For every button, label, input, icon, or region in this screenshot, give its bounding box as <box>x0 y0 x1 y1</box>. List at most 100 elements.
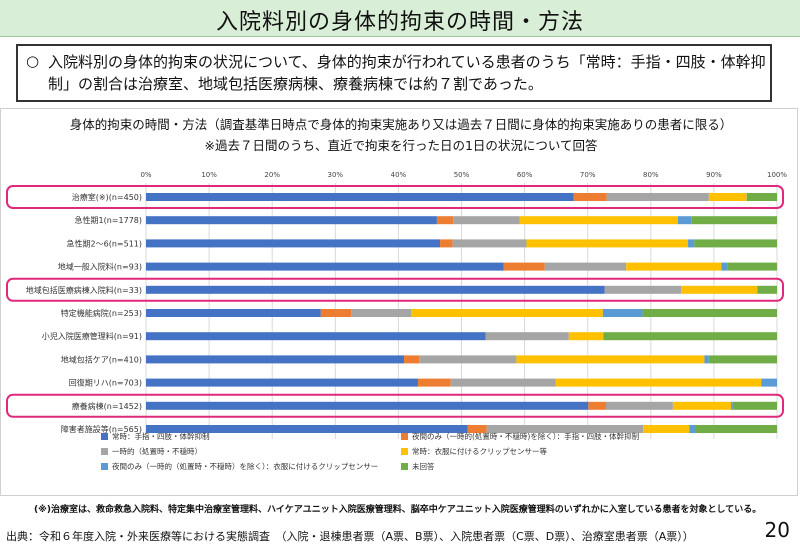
x-tick-label: 90% <box>706 171 722 179</box>
bar-segment <box>688 239 695 248</box>
bar-segment <box>146 355 405 364</box>
x-tick-label: 80% <box>643 171 659 179</box>
bar-segment <box>146 262 504 271</box>
category-label: 急性期1(n=1778) <box>75 215 142 225</box>
highlight-box <box>6 277 784 302</box>
bar-segment <box>450 378 556 387</box>
bar-segment <box>146 285 605 294</box>
summary-text: 入院料別の身体的拘束の状況について、身体的拘束が行われている患者のうち「常時：手… <box>48 53 766 93</box>
chart-title: 身体的拘束の時間・方法（調査基準日時点で身体的拘束実施あり又は過去７日間に身体的… <box>70 117 733 132</box>
x-tick-label: 20% <box>264 171 280 179</box>
category-label: 障害者施設等(n=565) <box>61 424 142 434</box>
legend-label: 一時的（処置時・不穏時） <box>112 446 202 456</box>
category-label: 小児入院医療管理料(n=91) <box>42 331 142 341</box>
bar-segment <box>146 216 437 225</box>
bar-segment <box>606 193 709 201</box>
stacked-bar-chart: 身体的拘束の時間・方法（調査基準日時点で身体的拘束実施あり又は過去７日間に身体的… <box>6 117 787 471</box>
highlight-box <box>6 185 784 209</box>
bar-segment <box>747 193 777 201</box>
bar-segment <box>411 309 603 317</box>
category-label: 地域包括ケア(n=410) <box>61 354 142 364</box>
bar-segment <box>708 355 777 364</box>
bar-segment <box>602 309 643 317</box>
category-label: 急性期2～6(n=511) <box>67 238 142 248</box>
bar-segment <box>746 193 748 201</box>
summary-bullet: ○ <box>26 52 40 70</box>
chart-subtitle: ※過去７日間のうち、直近で拘束を行った日の1日の状況について回答 <box>204 138 598 153</box>
legend-swatch <box>401 448 408 455</box>
bar-segment <box>568 332 604 341</box>
x-tick-label: 40% <box>391 171 407 179</box>
bar-segment <box>146 193 574 201</box>
bar-segment <box>626 262 722 271</box>
legend-swatch <box>101 463 108 470</box>
bar-segment <box>453 216 520 225</box>
bar-segment <box>404 355 420 364</box>
x-tick-label: 0% <box>140 171 151 179</box>
title-bar <box>0 0 800 37</box>
bar-segment <box>440 239 453 248</box>
bar-segment <box>603 332 777 341</box>
category-label: 地域一般入院料(n=93) <box>58 262 142 272</box>
bar-segment <box>485 332 569 341</box>
bar-segment <box>146 332 486 341</box>
bar-segment <box>452 239 527 248</box>
x-tick-label: 70% <box>580 171 596 179</box>
legend-label: 夜間のみ（一時的（処置時・不穏時）を除く）：衣服に付けるクリップセンサー <box>112 461 378 471</box>
bar-segment <box>681 285 758 294</box>
bar-segment <box>351 309 412 317</box>
bar-segment <box>320 309 352 317</box>
bar-segment <box>672 401 731 410</box>
bar-segment <box>519 216 678 225</box>
bar-segment <box>588 401 606 410</box>
bar-segment <box>730 401 733 410</box>
bar-segment <box>146 309 321 317</box>
legend-swatch <box>101 448 108 455</box>
bar-segment <box>146 378 418 387</box>
bar-segment <box>467 425 487 433</box>
legend-label: 未回答 <box>412 461 435 471</box>
bar-segment <box>732 401 777 410</box>
category-label: 地域包括医療病棟入院料(n=33) <box>26 285 142 295</box>
bar-segment <box>544 262 627 271</box>
summary-box: ○ 入院料別の身体的拘束の状況について、身体的拘束が行われている患者のうち「常時… <box>16 44 772 102</box>
bar-segment <box>555 378 762 387</box>
bar-segment <box>708 193 747 201</box>
bar-segment <box>146 401 589 410</box>
category-label: 回復期リハ(n=703) <box>69 378 142 388</box>
x-tick-label: 60% <box>517 171 533 179</box>
bar-segment <box>573 193 607 201</box>
bar-segment <box>694 425 777 433</box>
source-text: 出典：令和６年度入院・外来医療等における実態調査 （入院・退棟患者票（A票、B票… <box>6 530 694 543</box>
bar-segment <box>694 239 777 248</box>
legend-label: 常時：衣服に付けるクリップセンサー等 <box>412 446 547 456</box>
bar-segment <box>691 216 777 225</box>
bar-segment <box>526 239 689 248</box>
bar-segment <box>605 401 673 410</box>
x-tick-label: 30% <box>328 171 344 179</box>
bar-segment <box>604 285 682 294</box>
bar-segment <box>417 378 451 387</box>
bar-segment <box>503 262 545 271</box>
bar-segment <box>757 285 777 294</box>
category-label: 治療室(※)(n=450) <box>72 192 142 202</box>
bar-segment <box>643 425 690 433</box>
bar-segment <box>689 425 695 433</box>
footnote: (※)治療室は、救命救急入院料、特定集中治療室管理料、ハイケアユニット入院医療管… <box>34 505 762 515</box>
bar-segment <box>419 355 517 364</box>
legend-swatch <box>101 433 108 440</box>
legend-swatch <box>401 433 408 440</box>
x-tick-label: 10% <box>201 171 217 179</box>
x-tick-label: 50% <box>454 171 470 179</box>
bar-segment <box>486 425 644 433</box>
bar-segment <box>146 239 441 248</box>
legend-label: 夜間のみ（一時的(処置時・不穏時)を除く）：手指・四肢・体幹抑制 <box>412 431 639 441</box>
page-title: 入院料別の身体的拘束の時間・方法 <box>215 10 584 35</box>
x-tick-label: 100% <box>767 171 787 179</box>
chart-frame: 身体的拘束の時間・方法（調査基準日時点で身体的拘束実施あり又は過去７日間に身体的… <box>0 108 798 496</box>
page-number: 20 <box>764 518 790 542</box>
bar-segment <box>677 216 692 225</box>
bar-segment <box>516 355 705 364</box>
bar-segment <box>761 378 777 387</box>
legend-label: 常時：手指・四肢・体幹抑制 <box>112 431 210 441</box>
